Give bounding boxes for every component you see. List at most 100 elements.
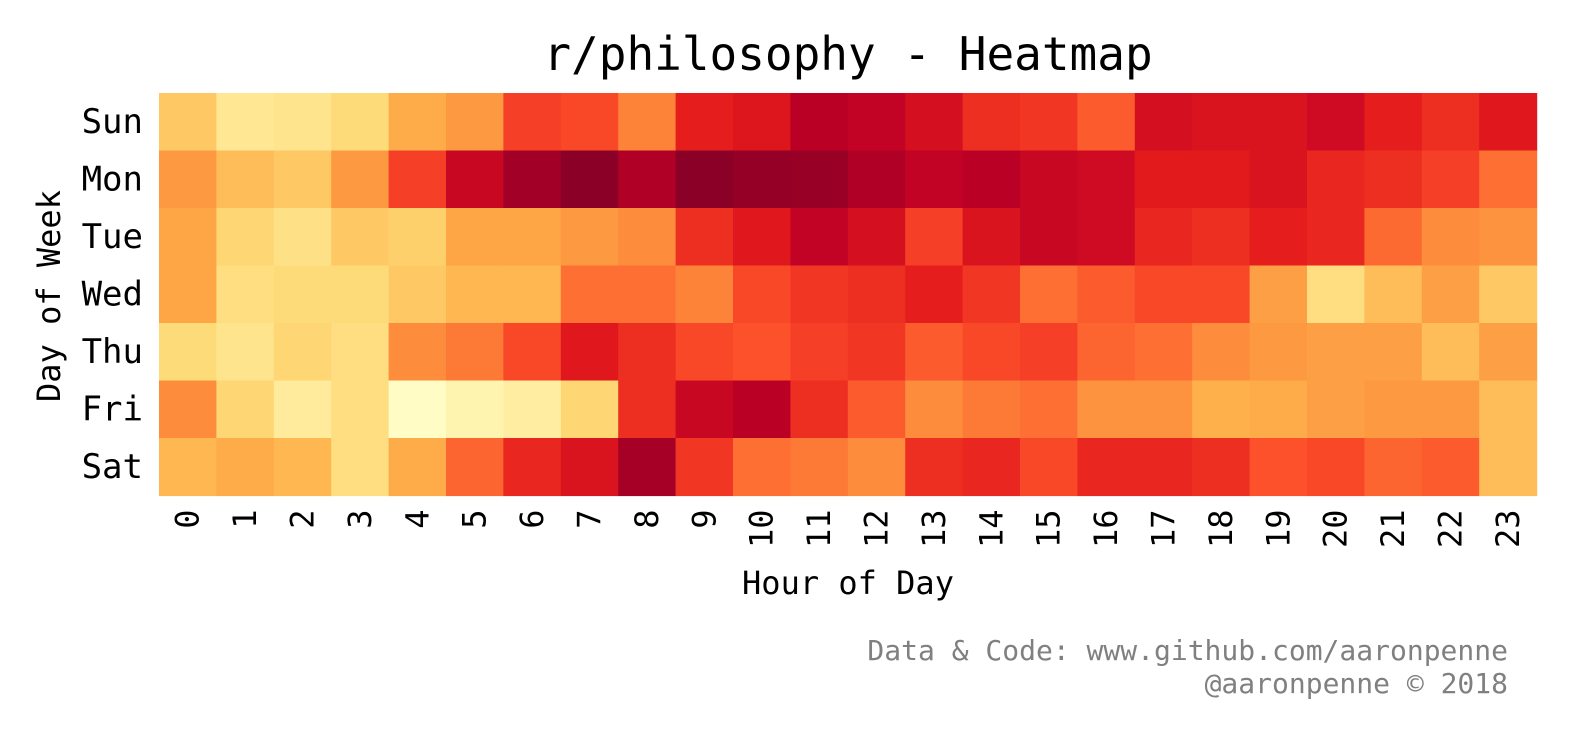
heatmap-cell-sun-18 bbox=[1192, 93, 1251, 152]
x-axis-label: Hour of Day bbox=[742, 564, 954, 602]
heatmap-cell-thu-22 bbox=[1421, 323, 1480, 382]
heatmap-cell-wed-16 bbox=[1077, 265, 1136, 324]
heatmap-cell-thu-11 bbox=[790, 323, 849, 382]
heatmap-cell-fri-9 bbox=[675, 380, 734, 439]
heatmap-cell-sun-20 bbox=[1307, 93, 1365, 152]
heatmap-cell-fri-6 bbox=[503, 380, 562, 439]
heatmap-cell-mon-0 bbox=[159, 150, 217, 209]
x-tick-label-7: 7 bbox=[571, 510, 609, 529]
heatmap-cell-thu-15 bbox=[1020, 323, 1078, 382]
heatmap-cell-thu-3 bbox=[331, 323, 390, 382]
x-tick-label-4: 4 bbox=[398, 510, 436, 529]
heatmap-cell-sun-2 bbox=[273, 93, 332, 152]
heatmap-cell-sat-15 bbox=[1020, 438, 1078, 497]
heatmap-cell-sat-10 bbox=[733, 438, 791, 497]
heatmap-cell-sun-21 bbox=[1364, 93, 1423, 152]
heatmap-cell-tue-21 bbox=[1364, 208, 1423, 267]
heatmap-cell-wed-10 bbox=[733, 265, 791, 324]
heatmap-cell-mon-10 bbox=[733, 150, 791, 209]
heatmap-cell-thu-21 bbox=[1364, 323, 1423, 382]
heatmap-cell-tue-20 bbox=[1307, 208, 1365, 267]
heatmap-cell-fri-0 bbox=[159, 380, 217, 439]
x-tick-label-15: 15 bbox=[1030, 510, 1068, 549]
footer-credit-line-1: Data & Code: www.github.com/aaronpenne bbox=[867, 634, 1508, 667]
x-tick-label-19: 19 bbox=[1259, 510, 1297, 549]
heatmap-cell-sat-14 bbox=[962, 438, 1021, 497]
x-tick-label-2: 2 bbox=[284, 510, 322, 529]
y-tick-label-mon: Mon bbox=[82, 159, 143, 199]
heatmap-cell-mon-12 bbox=[847, 150, 906, 209]
heatmap-cell-wed-23 bbox=[1479, 265, 1538, 324]
heatmap-cell-sat-0 bbox=[159, 438, 217, 497]
heatmap-cell-sun-8 bbox=[618, 93, 677, 152]
x-tick-label-3: 3 bbox=[341, 510, 379, 529]
heatmap-cell-sat-9 bbox=[675, 438, 734, 497]
heatmap-cell-sun-0 bbox=[159, 93, 217, 152]
heatmap-cell-sun-13 bbox=[905, 93, 964, 152]
heatmap-cell-sun-14 bbox=[962, 93, 1021, 152]
x-tick-label-14: 14 bbox=[972, 510, 1010, 549]
heatmap-cell-sun-23 bbox=[1479, 93, 1538, 152]
y-axis-label: Day of Week bbox=[30, 190, 68, 402]
heatmap-cell-sun-17 bbox=[1134, 93, 1193, 152]
y-tick-label-thu: Thu bbox=[82, 332, 143, 372]
heatmap-cell-mon-19 bbox=[1249, 150, 1308, 209]
heatmap-cell-mon-15 bbox=[1020, 150, 1078, 209]
heatmap-cell-mon-13 bbox=[905, 150, 964, 209]
heatmap-cell-wed-8 bbox=[618, 265, 677, 324]
heatmap-cell-wed-15 bbox=[1020, 265, 1078, 324]
heatmap-cell-wed-5 bbox=[446, 265, 504, 324]
heatmap-cell-sat-22 bbox=[1421, 438, 1480, 497]
heatmap-cell-wed-20 bbox=[1307, 265, 1365, 324]
heatmap-cell-thu-19 bbox=[1249, 323, 1308, 382]
heatmap-cell-fri-5 bbox=[446, 380, 504, 439]
heatmap-cell-sun-16 bbox=[1077, 93, 1136, 152]
heatmap-cell-sat-8 bbox=[618, 438, 677, 497]
heatmap-cell-sun-1 bbox=[216, 93, 275, 152]
x-tick-label-20: 20 bbox=[1317, 510, 1355, 549]
heatmap-cell-mon-8 bbox=[618, 150, 677, 209]
heatmap-cell-mon-22 bbox=[1421, 150, 1480, 209]
heatmap-cell-sat-16 bbox=[1077, 438, 1136, 497]
heatmap-cell-fri-1 bbox=[216, 380, 275, 439]
heatmap-cell-fri-21 bbox=[1364, 380, 1423, 439]
heatmap-cell-fri-20 bbox=[1307, 380, 1365, 439]
heatmap-cell-mon-4 bbox=[388, 150, 447, 209]
heatmap-cell-sun-4 bbox=[388, 93, 447, 152]
x-tick-label-0: 0 bbox=[169, 510, 207, 529]
heatmap-cell-fri-15 bbox=[1020, 380, 1078, 439]
x-tick-label-12: 12 bbox=[858, 510, 896, 549]
heatmap-cell-sat-6 bbox=[503, 438, 562, 497]
heatmap-cell-tue-9 bbox=[675, 208, 734, 267]
heatmap-cell-fri-13 bbox=[905, 380, 964, 439]
heatmap-cell-tue-15 bbox=[1020, 208, 1078, 267]
heatmap-cell-sat-4 bbox=[388, 438, 447, 497]
heatmap-cell-mon-11 bbox=[790, 150, 849, 209]
heatmap-cell-sat-19 bbox=[1249, 438, 1308, 497]
heatmap-cell-fri-18 bbox=[1192, 380, 1251, 439]
heatmap-cell-thu-23 bbox=[1479, 323, 1538, 382]
chart-title: r/philosophy - Heatmap bbox=[543, 27, 1152, 81]
heatmap-cell-sun-5 bbox=[446, 93, 504, 152]
heatmap-cell-mon-5 bbox=[446, 150, 504, 209]
heatmap-cell-sun-7 bbox=[560, 93, 619, 152]
x-tick-label-6: 6 bbox=[513, 510, 551, 529]
heatmap-cell-fri-22 bbox=[1421, 380, 1480, 439]
heatmap-cell-thu-2 bbox=[273, 323, 332, 382]
y-tick-label-wed: Wed bbox=[82, 274, 143, 314]
heatmap-cell-mon-3 bbox=[331, 150, 390, 209]
heatmap-cell-wed-14 bbox=[962, 265, 1021, 324]
y-tick-label-tue: Tue bbox=[82, 217, 143, 257]
y-tick-label-fri: Fri bbox=[82, 389, 143, 429]
heatmap-cell-tue-11 bbox=[790, 208, 849, 267]
heatmap-cell-thu-12 bbox=[847, 323, 906, 382]
x-tick-label-23: 23 bbox=[1489, 510, 1527, 549]
heatmap-cell-fri-8 bbox=[618, 380, 677, 439]
heatmap-cell-thu-5 bbox=[446, 323, 504, 382]
heatmap-cell-thu-8 bbox=[618, 323, 677, 382]
heatmap-cell-sat-1 bbox=[216, 438, 275, 497]
heatmap-cell-sun-15 bbox=[1020, 93, 1078, 152]
heatmap-cell-tue-12 bbox=[847, 208, 906, 267]
heatmap-cell-wed-1 bbox=[216, 265, 275, 324]
